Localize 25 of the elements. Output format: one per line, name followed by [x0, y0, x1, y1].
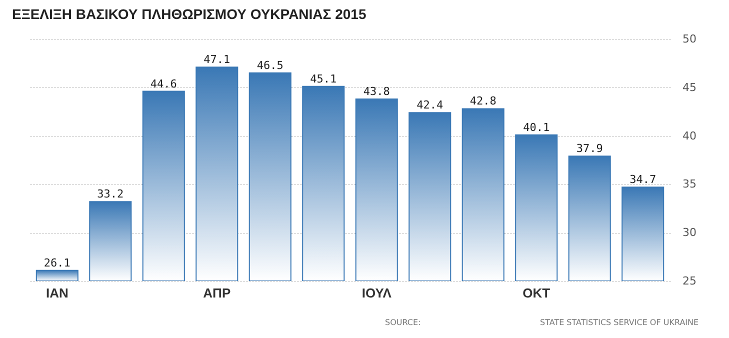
x-tick-label: ΟΚΤ: [522, 286, 550, 300]
y-tick-label: 30: [682, 226, 696, 240]
data-label: 46.5: [256, 58, 284, 72]
data-label: 34.7: [630, 173, 656, 186]
chart-title: ΕΞΕΛΙΞΗ ΒΑΣΙΚΟΥ ΠΛΗΘΩΡΙΣΜΟΥ ΟΥΚΡΑΝΙΑΣ 2015: [12, 6, 366, 22]
x-tick-label: ΙΟΥΛ: [362, 286, 392, 300]
y-tick-label: 45: [682, 80, 696, 94]
data-label: 37.9: [576, 142, 603, 156]
text: STATE STATISTICS SERVICE OF UKRAINE: [540, 318, 699, 327]
y-tick-label: 25: [682, 274, 696, 288]
y-tick-label: 40: [682, 129, 696, 142]
data-label: 44.6: [150, 77, 177, 90]
data-label: 42.8: [470, 94, 496, 108]
data-label: 45.1: [310, 72, 337, 86]
y-tick-label: 35: [682, 178, 696, 191]
data-label: 43.8: [363, 85, 390, 98]
x-tick-label: ΑΠΡ: [203, 286, 231, 300]
data-label: 26.1: [44, 256, 70, 270]
x-tick-label: ΙΑΝ: [46, 286, 68, 300]
y-tick-label: 50: [682, 32, 696, 46]
data-label: 47.1: [204, 53, 230, 66]
data-label: 33.2: [97, 188, 124, 201]
source-note: SOURCE:: [385, 318, 421, 327]
data-label: 40.1: [523, 120, 550, 134]
data-label: 42.4: [416, 98, 444, 112]
